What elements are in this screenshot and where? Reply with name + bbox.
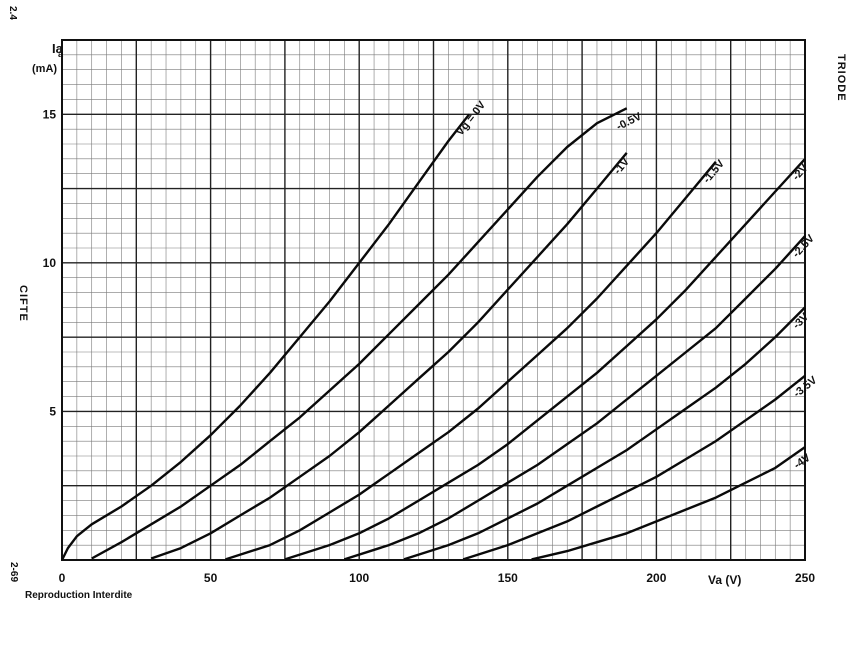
curve-line <box>225 161 717 561</box>
footer-notice: Reproduction Interdite <box>25 590 133 601</box>
tube-type-label: TRIODE <box>835 54 847 102</box>
x-tick-label: 250 <box>795 571 815 585</box>
major-grid <box>61 39 806 561</box>
curve-line <box>60 113 471 561</box>
axes <box>61 39 806 561</box>
curve-line <box>284 158 806 561</box>
y-axis-label-subscript: a <box>58 49 64 59</box>
curve-line <box>531 446 806 561</box>
plot-frame <box>61 39 806 561</box>
y-tick-label: 15 <box>43 107 57 121</box>
y-axis-unit: (mA) <box>32 63 57 75</box>
curve-line <box>343 235 806 561</box>
y-tick-label: 5 <box>49 404 56 418</box>
y-axis-label: Ia <box>52 41 64 56</box>
tick-labels: 0 50 100 150 200 250 5 10 15 <box>43 107 816 585</box>
x-tick-label: 100 <box>349 571 369 585</box>
top-left-code: 2.4 <box>7 6 18 20</box>
curves <box>60 107 806 561</box>
tube-name-label: CIFTE <box>17 285 29 322</box>
x-tick-label: 150 <box>498 571 518 585</box>
x-tick-label: 50 <box>204 571 218 585</box>
curve-line <box>150 152 628 560</box>
curve-labels: Vg = 0V -0.5V-1V -1.5V -2V-2.5V-3V-3.5V-4V <box>454 99 820 472</box>
bottom-left-code: 2-69 <box>8 562 19 583</box>
curve-line <box>91 107 628 560</box>
curve-label: Vg = 0V <box>454 99 488 138</box>
curve-line <box>462 374 806 561</box>
curve-label: -2V <box>790 162 811 183</box>
curve-label: -1.5V <box>701 157 727 185</box>
curve-line <box>403 306 806 561</box>
x-axis-label: Va (V) <box>708 573 741 587</box>
y-tick-label: 10 <box>43 256 57 270</box>
x-tick-label: 0 <box>59 571 66 585</box>
curve-label: -3V <box>791 310 812 331</box>
x-tick-label: 200 <box>646 571 666 585</box>
